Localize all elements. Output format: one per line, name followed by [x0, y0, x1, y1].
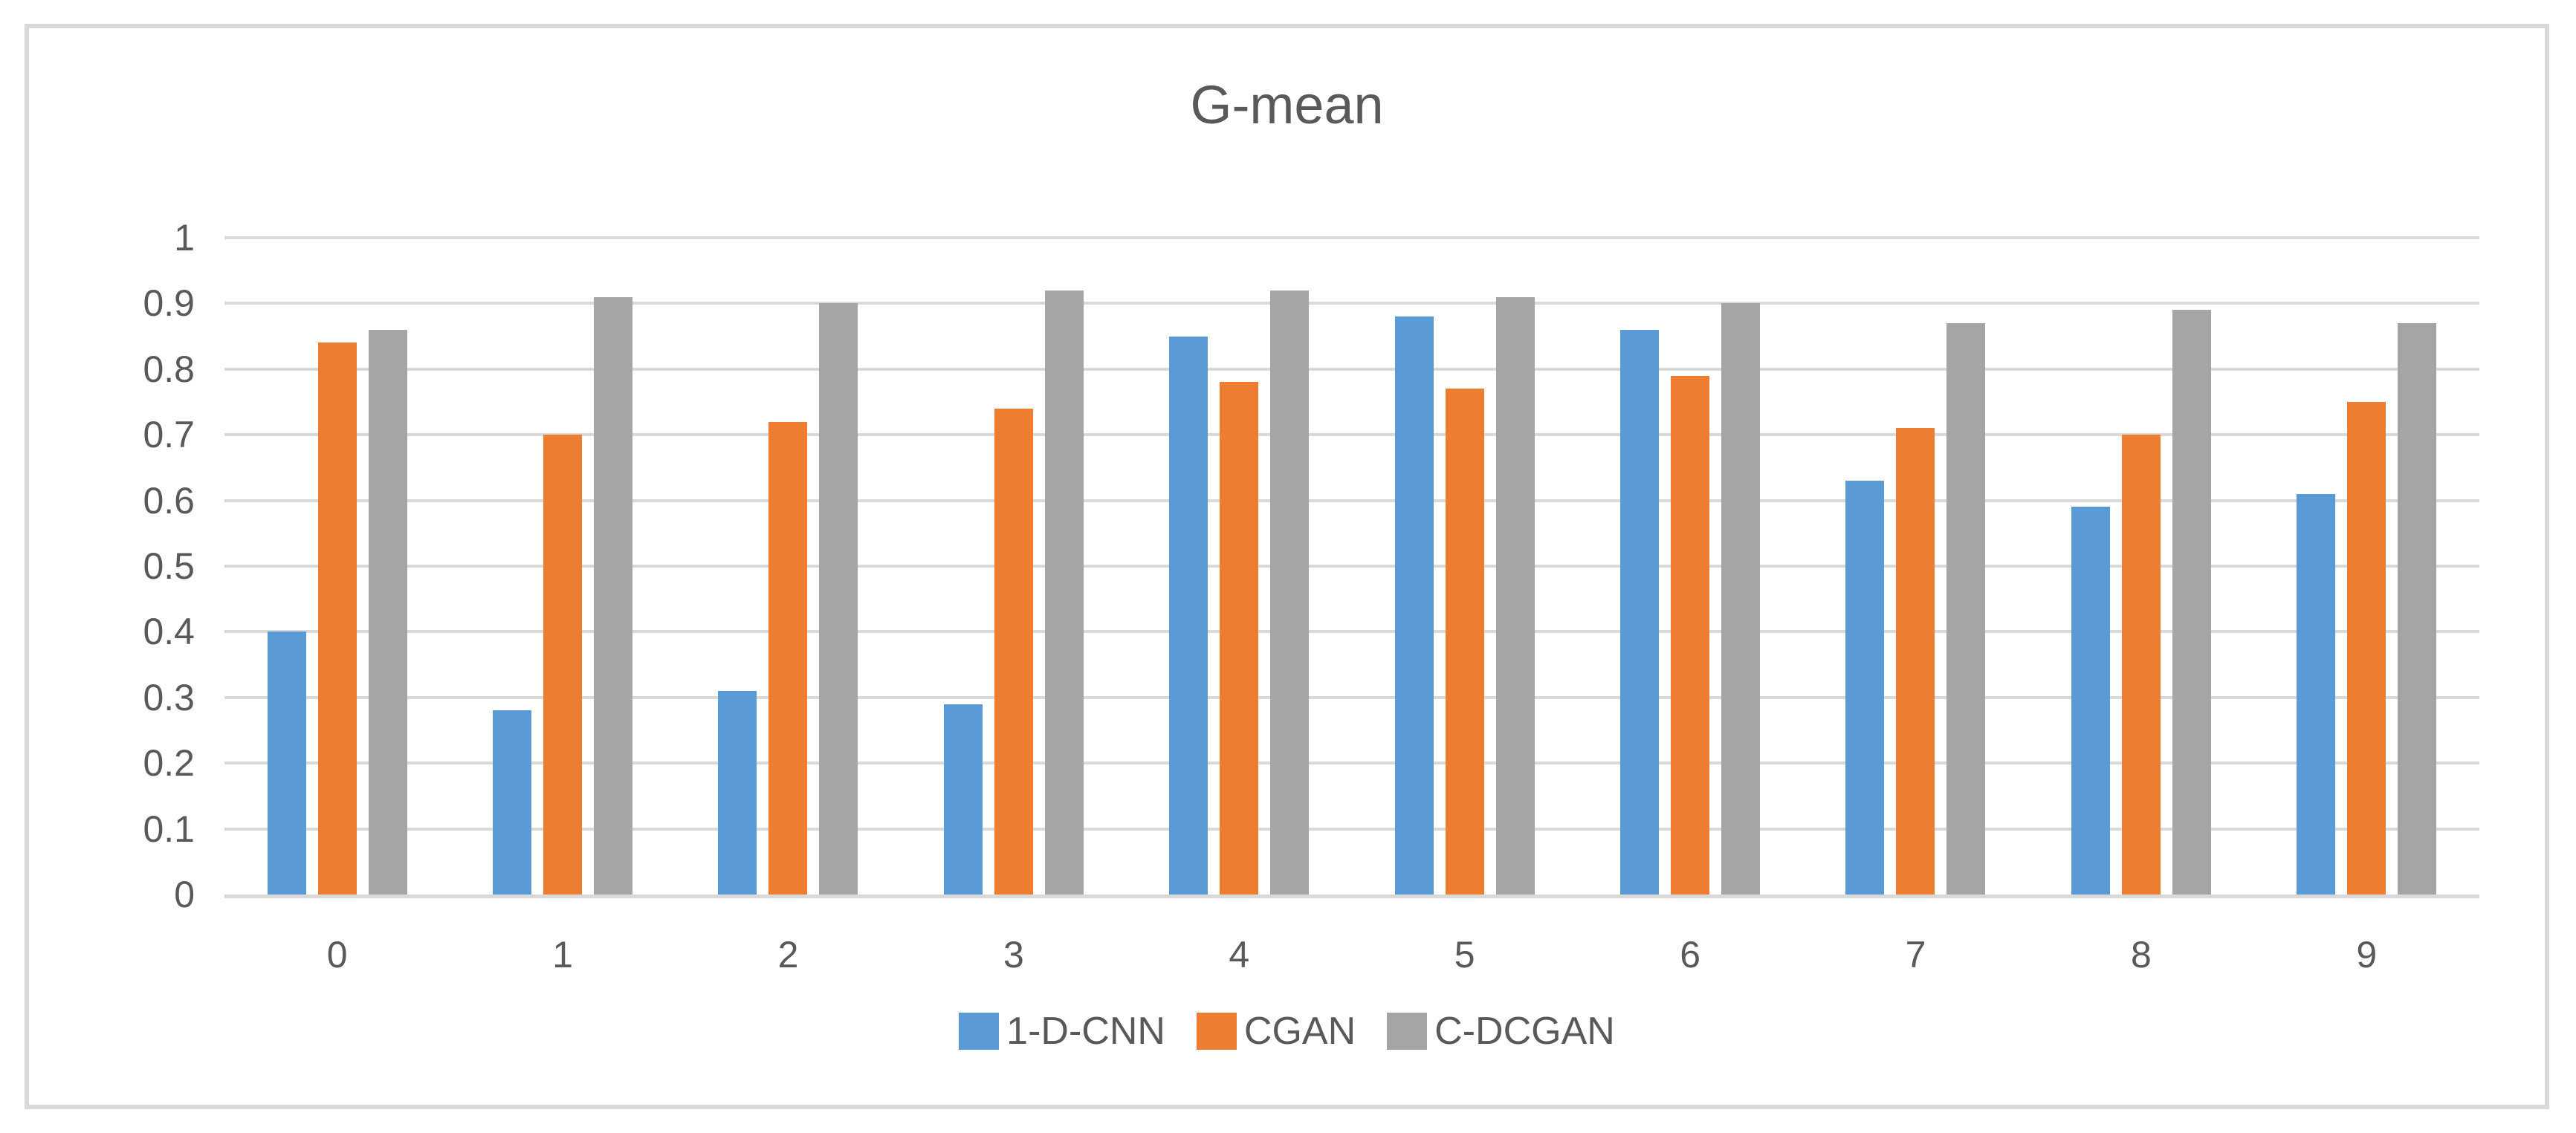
- bar-c-dcgan-0: [368, 329, 407, 895]
- bar-cgan-8: [2121, 435, 2161, 895]
- bar-group-7: [1803, 238, 2028, 895]
- bar-c-dcgan-5: [1495, 296, 1535, 895]
- bar-group-8: [2028, 238, 2253, 895]
- bar-c-dcgan-4: [1270, 290, 1310, 895]
- gridline: [224, 565, 2479, 568]
- bar-c-dcgan-6: [1721, 303, 1761, 895]
- bar-c-dcgan-8: [2172, 310, 2211, 895]
- x-axis-category-label: 9: [2356, 934, 2378, 975]
- gridline: [224, 695, 2479, 699]
- legend-swatch-cgan: [1196, 1013, 1237, 1050]
- y-axis-tick-label: 1: [174, 217, 195, 259]
- legend-label: 1-D-CNN: [1006, 1010, 1165, 1053]
- bar-c-dcgan-2: [819, 303, 858, 895]
- bar-c-dcgan-7: [1946, 322, 1986, 895]
- y-axis-tick-label: 0.4: [143, 611, 195, 653]
- bar-cgan-7: [1896, 428, 1935, 895]
- bar-1-d-cnn-5: [1394, 316, 1434, 895]
- chart-title: G-mean: [1190, 76, 1384, 135]
- gridline: [224, 433, 2479, 437]
- bar-1-d-cnn-9: [2297, 493, 2336, 895]
- bar-group-9: [2254, 238, 2479, 895]
- y-axis-tick-label: 0: [174, 874, 195, 915]
- plot-area: 1 0.9 0.8 0.7 0.6 0.5 0.4 0.3 0.2 0.1 0 0 1 2 3 4 5 6 7 8 9: [143, 219, 2479, 973]
- bar-group-1: [450, 238, 675, 895]
- bar-group-5: [1352, 238, 1577, 895]
- x-axis-line: [224, 895, 2479, 898]
- legend: 1-D-CNN CGAN C-DCGAN: [29, 1010, 2545, 1052]
- gridline: [224, 762, 2479, 765]
- bar-1-d-cnn-1: [493, 710, 532, 895]
- legend-item-c-dcgan: C-DCGAN: [1387, 1010, 1615, 1052]
- legend-swatch-c-dcgan: [1387, 1013, 1428, 1050]
- legend-label: CGAN: [1243, 1010, 1356, 1053]
- x-axis-category-label: 1: [552, 934, 573, 975]
- y-axis-tick-label: 0.6: [143, 479, 195, 522]
- bar-group-0: [224, 238, 450, 895]
- x-axis-category-label: 5: [1454, 934, 1475, 975]
- bar-1-d-cnn-2: [718, 690, 757, 895]
- x-axis-category-label: 0: [326, 934, 348, 975]
- gridline: [224, 367, 2479, 371]
- legend-swatch-1-d-cnn: [959, 1013, 1000, 1050]
- bar-cgan-9: [2347, 402, 2386, 895]
- x-axis-category-label: 8: [2130, 934, 2152, 975]
- bar-group-6: [1577, 238, 1802, 895]
- bar-cgan-3: [994, 408, 1033, 895]
- legend-item-cgan: CGAN: [1196, 1010, 1356, 1053]
- bar-1-d-cnn-6: [1620, 329, 1660, 895]
- bar-cgan-4: [1220, 382, 1259, 895]
- x-axis-category-label: 6: [1680, 934, 1700, 975]
- bar-cgan-1: [543, 435, 583, 895]
- legend-item-1-d-cnn: 1-D-CNN: [959, 1010, 1165, 1052]
- bar-c-dcgan-3: [1044, 290, 1084, 895]
- chart-frame: G-mean 1 0.9 0.8 0.7 0.6 0.5 0.4 0.3 0.2 0.1 0 0 1 2…: [25, 24, 2549, 1109]
- y-axis-tick-label: 0.1: [143, 808, 195, 850]
- bar-cgan-0: [317, 343, 357, 895]
- x-axis-category-label: 7: [1905, 934, 1926, 975]
- gridline: [224, 236, 2479, 239]
- bar-cgan-2: [768, 421, 808, 895]
- x-axis-category-label: 2: [777, 934, 799, 975]
- bar-group-3: [901, 238, 1126, 895]
- bar-1-d-cnn-4: [1169, 336, 1208, 895]
- bar-1-d-cnn-8: [2071, 507, 2110, 895]
- x-axis-category-label: 3: [1003, 934, 1024, 975]
- y-axis-tick-label: 0.3: [143, 676, 195, 718]
- bar-1-d-cnn-3: [943, 704, 983, 895]
- gridline: [224, 827, 2479, 831]
- bar-1-d-cnn-0: [267, 632, 306, 895]
- y-axis-tick-label: 0.2: [143, 742, 195, 785]
- bar-cgan-6: [1671, 375, 1710, 895]
- gridline: [224, 302, 2479, 305]
- y-axis-tick-label: 0.9: [143, 282, 195, 325]
- gridline: [224, 630, 2479, 634]
- legend-label: C-DCGAN: [1434, 1010, 1615, 1053]
- gridline: [224, 499, 2479, 502]
- bar-group-4: [1127, 238, 1352, 895]
- x-axis-category-label: 4: [1229, 934, 1250, 975]
- bar-cgan-5: [1445, 389, 1484, 895]
- bar-group-2: [676, 238, 901, 895]
- y-axis-tick-label: 0.7: [143, 414, 195, 456]
- y-axis-tick-label: 0.8: [143, 348, 195, 390]
- bar-c-dcgan-9: [2398, 322, 2437, 895]
- bar-1-d-cnn-7: [1845, 481, 1885, 895]
- bar-c-dcgan-1: [594, 296, 633, 895]
- y-axis-tick-label: 0.5: [143, 545, 195, 587]
